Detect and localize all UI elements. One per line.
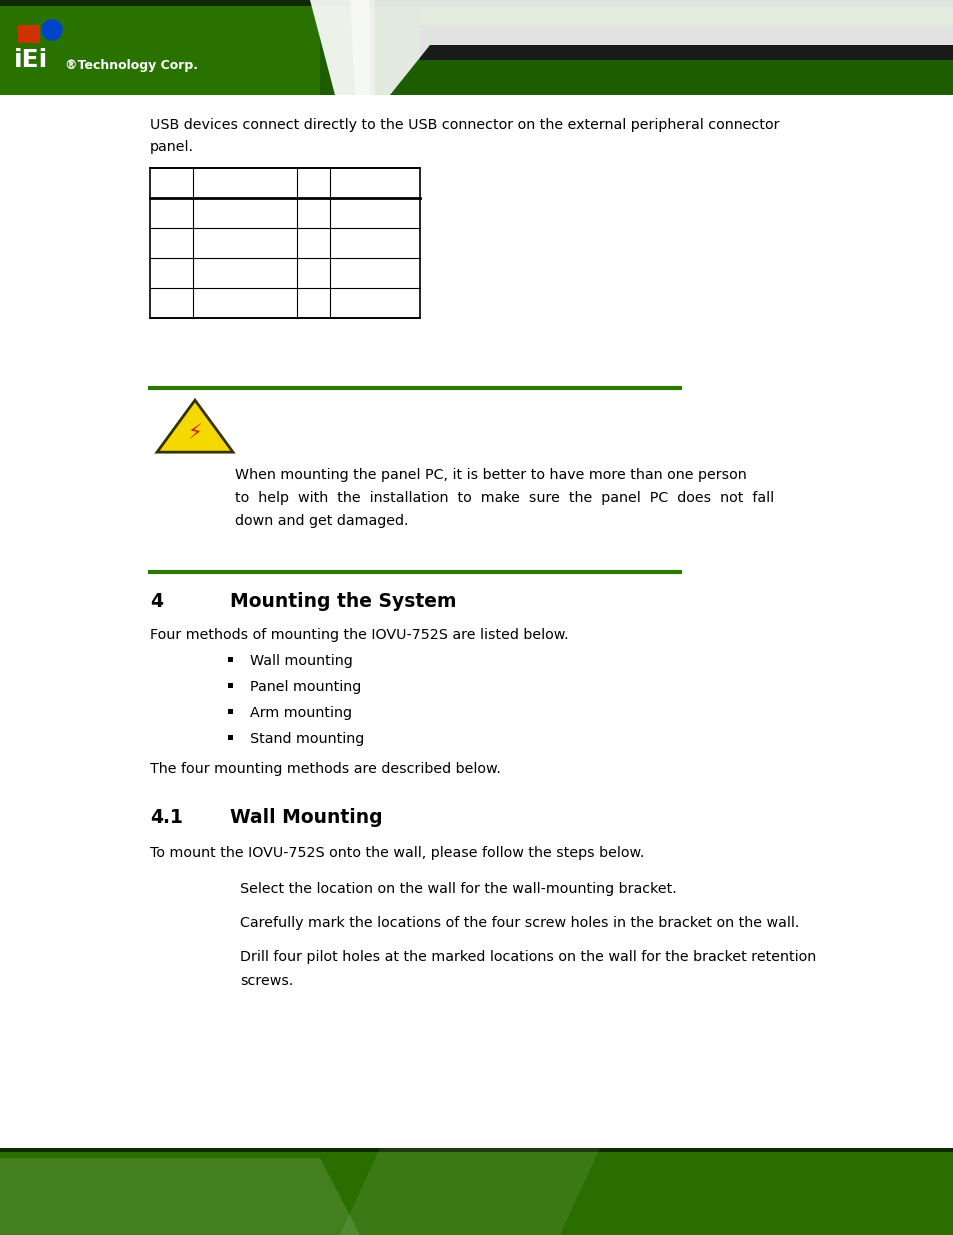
- Text: Carefully mark the locations of the four screw holes in the bracket on the wall.: Carefully mark the locations of the four…: [240, 916, 799, 930]
- Bar: [0, 0, 310, 95]
- Text: Wall Mounting: Wall Mounting: [230, 808, 382, 827]
- Text: Arm mounting: Arm mounting: [250, 706, 352, 720]
- Text: Drill four pilot holes at the marked locations on the wall for the bracket reten: Drill four pilot holes at the marked loc…: [240, 950, 816, 965]
- Bar: [18, 25, 40, 43]
- Polygon shape: [157, 400, 233, 452]
- Bar: [228, 657, 233, 662]
- Polygon shape: [375, 0, 953, 95]
- Bar: [0, 6, 319, 95]
- Text: To mount the IOVU-752S onto the wall, please follow the steps below.: To mount the IOVU-752S onto the wall, pl…: [150, 846, 643, 860]
- Text: ⚡: ⚡: [188, 424, 202, 443]
- Bar: [228, 735, 233, 740]
- Bar: [0, 1149, 953, 1152]
- Text: Stand mounting: Stand mounting: [250, 732, 364, 746]
- Polygon shape: [0, 1158, 359, 1235]
- Bar: [0, 0, 953, 95]
- Text: USB devices connect directly to the USB connector on the external peripheral con: USB devices connect directly to the USB …: [150, 119, 779, 132]
- Polygon shape: [350, 0, 370, 95]
- Text: 4: 4: [150, 592, 163, 611]
- Text: The four mounting methods are described below.: The four mounting methods are described …: [150, 762, 500, 776]
- Bar: [150, 168, 419, 317]
- Polygon shape: [339, 1149, 599, 1235]
- Bar: [419, 25, 953, 61]
- Text: Panel mounting: Panel mounting: [250, 680, 361, 694]
- Text: When mounting the panel PC, it is better to have more than one person: When mounting the panel PC, it is better…: [234, 468, 746, 482]
- Text: screws.: screws.: [240, 974, 294, 988]
- Text: panel.: panel.: [150, 140, 193, 154]
- Text: down and get damaged.: down and get damaged.: [234, 514, 408, 529]
- Bar: [0, 0, 953, 6]
- Polygon shape: [310, 0, 375, 95]
- Text: to  help  with  the  installation  to  make  sure  the  panel  PC  does  not  fa: to help with the installation to make su…: [234, 492, 773, 505]
- Text: 4.1: 4.1: [150, 808, 183, 827]
- Bar: [0, 1149, 953, 1235]
- Bar: [419, 7, 953, 25]
- Circle shape: [42, 20, 62, 40]
- Bar: [228, 709, 233, 714]
- Text: Select the location on the wall for the wall-mounting bracket.: Select the location on the wall for the …: [240, 882, 676, 897]
- Text: iEi: iEi: [14, 48, 49, 72]
- Text: Wall mounting: Wall mounting: [250, 655, 353, 668]
- Bar: [228, 683, 233, 688]
- Text: Four methods of mounting the IOVU-752S are listed below.: Four methods of mounting the IOVU-752S a…: [150, 629, 568, 642]
- Text: ®Technology Corp.: ®Technology Corp.: [65, 59, 198, 72]
- Text: Mounting the System: Mounting the System: [230, 592, 456, 611]
